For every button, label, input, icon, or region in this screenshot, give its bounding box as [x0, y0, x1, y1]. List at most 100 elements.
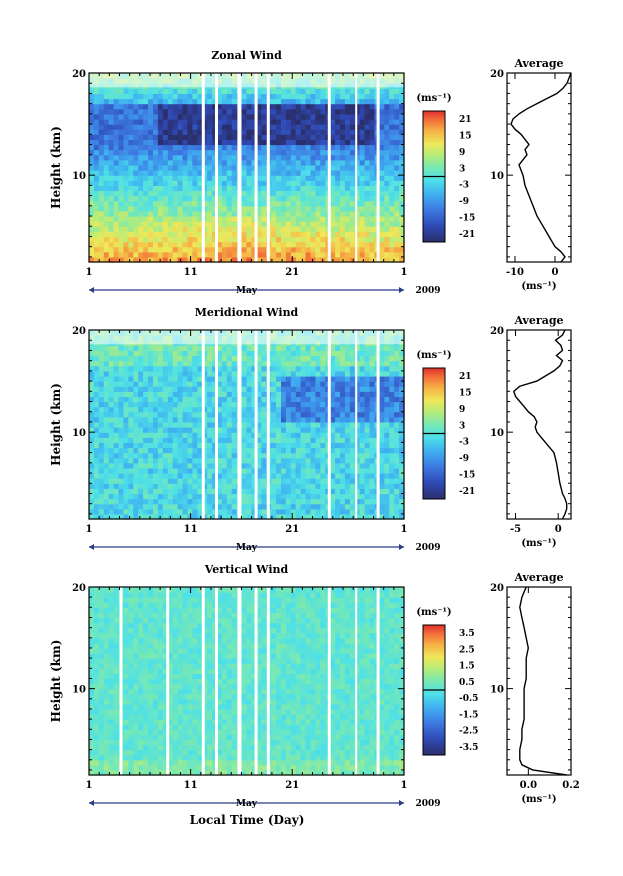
year-label: 2009 [415, 286, 440, 296]
heatmap-cell [359, 134, 366, 140]
heatmap-cell [172, 376, 179, 382]
heatmap-cell [231, 498, 238, 505]
heatmap-cell [290, 200, 297, 207]
heatmap-cell [143, 355, 149, 362]
heatmap-cell [320, 447, 326, 454]
heatmap-cell [389, 493, 395, 500]
heatmap-cell [207, 93, 213, 100]
heatmap-cell [389, 164, 395, 171]
heatmap-cell [128, 467, 134, 474]
heatmap-cell [231, 251, 238, 258]
heatmap-cell [187, 437, 193, 443]
heatmap-cell [167, 493, 174, 500]
heatmap-cell [143, 508, 149, 515]
heatmap-cell [369, 98, 375, 105]
heatmap-cell [354, 447, 361, 454]
heatmap-cell [118, 508, 124, 515]
heatmap-cell [290, 376, 297, 382]
heatmap-cell [162, 370, 169, 377]
heatmap-cell [148, 498, 154, 505]
heatmap-cell [305, 124, 312, 130]
heatmap-cell [172, 108, 179, 115]
heatmap-cell [281, 93, 287, 100]
heatmap-cell [98, 370, 105, 377]
heatmap-cell [133, 396, 139, 403]
heatmap-cell [103, 164, 110, 171]
heatmap-cell [128, 124, 134, 130]
heatmap-cell [241, 432, 248, 438]
heatmap-cell [108, 365, 115, 372]
heatmap-cell [305, 180, 312, 186]
heatmap-cell [217, 236, 223, 243]
heatmap-cell [394, 221, 400, 227]
heatmap-cell [394, 108, 400, 115]
heatmap-cell [153, 483, 159, 489]
heatmap-cell [281, 421, 287, 428]
heatmap-cell [128, 493, 134, 500]
heatmap-cell [256, 498, 262, 505]
heatmap-cell [93, 391, 100, 397]
heatmap-cell [320, 149, 326, 156]
heatmap-cell [399, 411, 405, 418]
heatmap-cell [340, 437, 346, 443]
heatmap-cell [226, 345, 233, 351]
heatmap-cell [330, 355, 336, 362]
heatmap-cell [89, 236, 95, 243]
heatmap-cell [340, 200, 346, 207]
heatmap-cell [133, 416, 139, 423]
heatmap-cell [285, 396, 292, 403]
heatmap-cell [157, 246, 164, 253]
heatmap-cell [118, 345, 124, 351]
heatmap-cell [389, 483, 395, 489]
heatmap-cell [290, 493, 297, 500]
heatmap-cell [123, 180, 129, 186]
heatmap-cell [108, 442, 115, 449]
heatmap-cell [344, 457, 351, 464]
heatmap-cell [344, 200, 351, 207]
heatmap-cell [241, 241, 248, 248]
heatmap-cell [285, 185, 292, 192]
heatmap-cell [295, 370, 302, 377]
heatmap-cell [364, 416, 371, 423]
heatmap-cell [118, 478, 124, 484]
heatmap-cell [192, 113, 198, 120]
heatmap-cell [148, 129, 154, 135]
heatmap-cell [394, 251, 400, 258]
heatmap-cell [256, 345, 262, 351]
heatmap-cell [369, 478, 375, 484]
heatmap-cell [335, 226, 341, 232]
heatmap-cell [113, 442, 120, 449]
heatmap-cell [207, 231, 213, 238]
heatmap-cell [108, 381, 115, 387]
heatmap-cell [340, 164, 346, 171]
heatmap-cell [369, 498, 375, 505]
heatmap-cell [153, 365, 159, 372]
heatmap-cell [138, 416, 144, 423]
heatmap-cell [330, 503, 336, 510]
heatmap-cell [103, 350, 110, 357]
heatmap-cell [256, 170, 262, 176]
heatmap-cell [290, 370, 297, 377]
heatmap-cell [315, 170, 321, 176]
heatmap-cell [251, 175, 257, 181]
heatmap-cell [162, 231, 169, 238]
heatmap-cell [315, 149, 321, 156]
heatmap-cell [241, 386, 248, 392]
heatmap-cell [133, 360, 139, 367]
heatmap-cell [172, 350, 179, 357]
heatmap-cell [281, 119, 287, 125]
heatmap-cell [344, 432, 351, 438]
data-gap [237, 73, 242, 262]
heatmap-cell [295, 88, 302, 94]
heatmap-cell [103, 360, 110, 367]
heatmap-cell [315, 360, 321, 367]
heatmap-cell [212, 124, 218, 130]
heatmap-cell [335, 195, 341, 202]
heatmap-cell [305, 221, 312, 227]
heatmap-cell [399, 360, 405, 367]
heatmap-cell [133, 508, 139, 515]
heatmap-cell [138, 376, 144, 382]
heatmap-cell [187, 93, 193, 100]
heatmap-cell [128, 437, 134, 443]
heatmap-cell [335, 144, 341, 151]
